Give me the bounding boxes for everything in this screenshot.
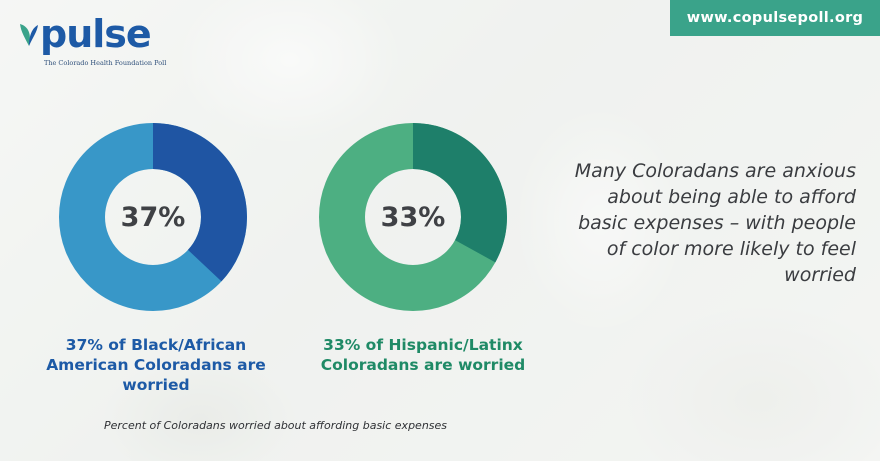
website-link[interactable]: www.copulsepoll.org [670, 0, 880, 36]
donut-svg-black [59, 123, 247, 311]
logo-tagline: The Colorado Health Foundation Poll [44, 59, 167, 67]
headline-statement: Many Coloradans are anxious about being … [574, 160, 856, 286]
chart-footnote: Percent of Coloradans worried about affo… [104, 419, 448, 432]
logo-wordmark: pulse [40, 12, 152, 56]
donut-value-arc-hispanic [319, 123, 507, 311]
caption-hispanic: 33% of Hispanic/Latinx Coloradans are wo… [320, 336, 526, 374]
caption-black: 37% of Black/African American Coloradans… [46, 336, 266, 394]
donut-svg-hispanic [319, 123, 507, 311]
donut-value-arc-black [59, 123, 247, 311]
donut-percent-label-hispanic: 33% [380, 201, 446, 233]
leaf-icon [20, 24, 38, 46]
donut-percent-label-black: 37% [120, 201, 186, 233]
donut-chart-black: 37% [58, 122, 248, 312]
donut-chart-hispanic: 33% [318, 122, 508, 312]
pulse-logo: pulse The Colorado Health Foundation Pol… [18, 12, 188, 74]
